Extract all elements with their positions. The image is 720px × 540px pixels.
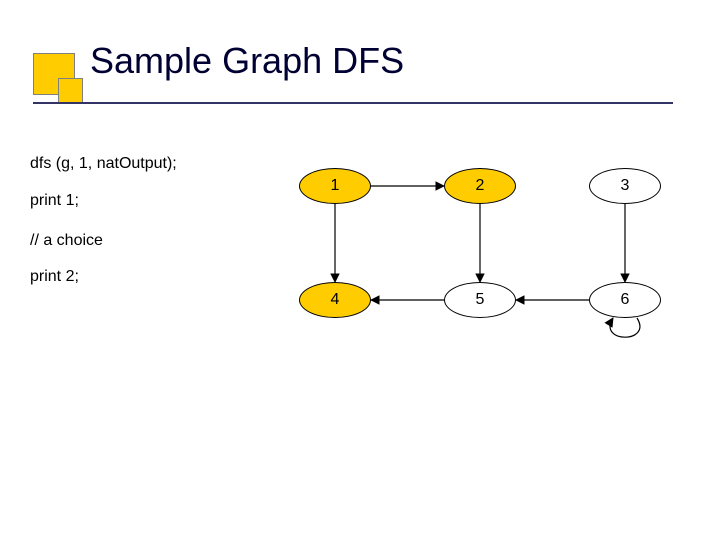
graph-node-3: 3: [589, 168, 661, 204]
graph-node-5: 5: [444, 282, 516, 318]
graph-node-label: 4: [331, 291, 340, 309]
graph-node-6: 6: [589, 282, 661, 318]
graph-node-1: 1: [299, 168, 371, 204]
graph-node-label: 2: [476, 177, 485, 195]
code-line: print 1;: [30, 192, 79, 210]
graph-node-label: 5: [476, 291, 485, 309]
page-title: Sample Graph DFS: [90, 40, 404, 82]
code-line: print 2;: [30, 268, 79, 286]
graph-node-label: 1: [331, 177, 340, 195]
graph-node-label: 6: [621, 291, 630, 309]
graph-edge-selfloop: [610, 318, 640, 337]
code-line: // a choice: [30, 232, 103, 250]
title-bullet-inner: [58, 78, 83, 103]
graph-node-label: 3: [621, 177, 630, 195]
title-underline: [33, 102, 673, 104]
graph-node-4: 4: [299, 282, 371, 318]
code-line: dfs (g, 1, natOutput);: [30, 155, 177, 173]
graph-node-2: 2: [444, 168, 516, 204]
